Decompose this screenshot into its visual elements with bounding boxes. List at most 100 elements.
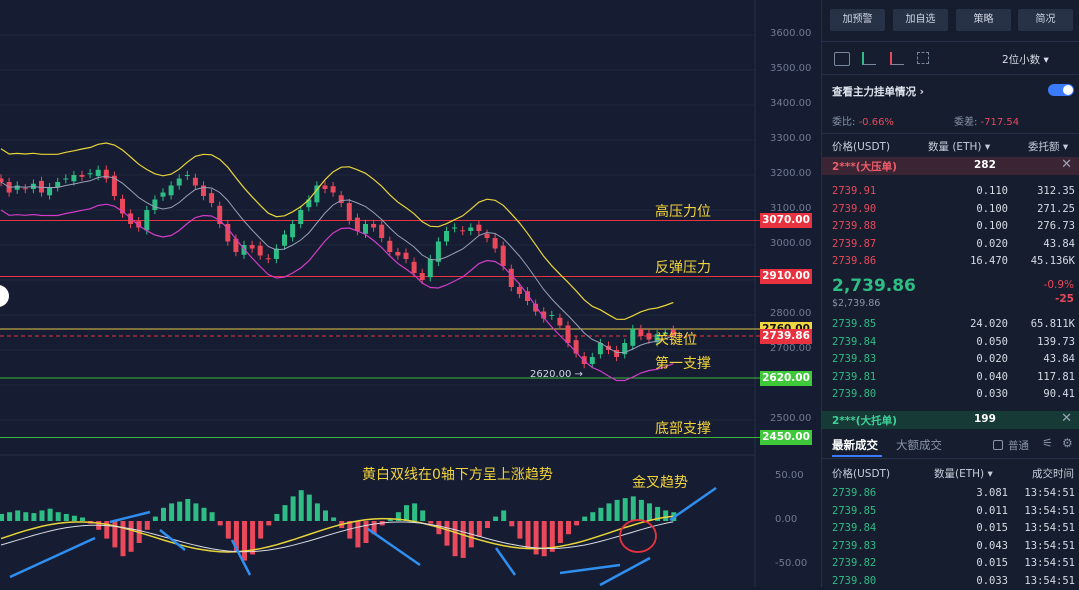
book-header-qty[interactable]: 数量 (ETH) ▾ [928,139,990,154]
trade-row-cell: 0.033 [952,575,1008,587]
main-orders-toggle[interactable] [1048,84,1074,96]
candle-body [55,182,60,187]
macd-bar [501,510,506,521]
add-watchlist-button[interactable]: 加自选 [893,9,948,31]
price-tick: 2500.00 [770,413,811,424]
bid-row-cell: 65.811K [1031,318,1075,330]
bid-row-cell: 0.050 [952,336,1008,348]
settings-icon[interactable]: ⚙ [1062,436,1073,450]
tab-latest-trades[interactable]: 最新成交 [832,437,878,453]
macd-bar [15,510,20,521]
candle-body [161,193,166,197]
macd-bar [210,512,215,521]
close-icon[interactable]: ✕ [1061,157,1072,172]
decimals-dropdown[interactable]: 2位小数 ▾ [1002,52,1049,67]
price-tick: 3400.00 [770,98,811,109]
macd-bar [461,521,466,558]
golden-cross-circle [620,520,656,552]
trend-arrow [496,548,515,575]
candle-body [404,253,409,259]
trade-row-cell: 0.015 [952,522,1008,534]
overview-button[interactable]: 简况 [1018,9,1073,31]
big-buy-order[interactable]: 2***(大托单) 199 ✕ [822,411,1079,429]
trade-row-cell: 0.043 [952,540,1008,552]
candle-body [96,170,101,176]
trade-row-cell: 13:54:51 [1024,522,1075,534]
expand-view-icon[interactable] [917,52,929,64]
trade-row-cell: 2739.82 [832,557,876,569]
bid-row-cell: 2739.80 [832,388,876,400]
diff-label: 委差: [954,117,977,128]
macd-bar [226,521,231,539]
trades-header-qty[interactable]: 数量(ETH) ▾ [934,466,993,481]
ask-row-cell: 2739.88 [832,220,876,232]
macd-bar [493,517,498,521]
both-sides-view-icon[interactable] [834,52,850,66]
order-panel: 加预警 加自选 策略 简况 2位小数 ▾ 查看主力挂单情况 › 委比: -0.6… [821,0,1079,587]
filter-icon[interactable]: ⚟ [1042,436,1053,450]
change-absolute: -25 [1055,293,1074,305]
candle-body [363,224,368,234]
trend-arrow [670,488,716,520]
asks-view-icon[interactable] [890,52,904,65]
macd-bar [202,508,207,521]
book-header-amount[interactable]: 委托额 ▾ [1028,139,1068,154]
ratio-value: -0.66% [859,117,894,128]
bid-row-cell: 0.030 [952,388,1008,400]
normal-checkbox[interactable] [993,440,1003,450]
level-annotation: 底部支撑 [655,418,711,438]
macd-bar [615,500,620,521]
ask-row-cell: 0.100 [952,220,1008,232]
candle-body [88,173,93,174]
ask-row-cell: 0.100 [952,203,1008,215]
level-price-label: 3070.00 [760,213,812,228]
main-orders-link[interactable]: 查看主力挂单情况 › [832,84,924,99]
candle-body [193,178,198,186]
tab-large-trades[interactable]: 大额成交 [896,437,942,453]
trend-arrow [110,512,150,522]
strategy-button[interactable]: 策略 [956,9,1011,31]
candle-body [63,179,68,180]
close-icon[interactable]: ✕ [1061,411,1072,426]
last-price-usd: $2,739.86 [832,298,880,309]
macd-bar [169,503,174,521]
candle-body [395,252,400,256]
candle-body [371,224,376,228]
macd-bar [40,510,45,521]
macd-bar [291,496,296,521]
bids-view-icon[interactable] [862,52,876,65]
macd-bar [283,505,288,521]
candle-body [647,333,652,339]
price-chart [0,0,819,587]
ask-row-cell: 43.84 [1043,238,1075,250]
bollinger-lower [1,204,673,380]
change-percent: -0.9% [1044,279,1074,291]
candle-body [590,357,595,364]
trade-row-cell: 13:54:51 [1024,540,1075,552]
tab-indicator [832,455,882,457]
candle-body [476,225,481,231]
macd-bar [558,521,563,543]
big-buy-name: 2***(大托单) [832,413,897,428]
macd-bar [72,516,77,521]
macd-bar [509,521,514,526]
add-alert-button[interactable]: 加预警 [830,9,885,31]
big-sell-order[interactable]: 2***(大压单) 282 ✕ [822,157,1079,175]
